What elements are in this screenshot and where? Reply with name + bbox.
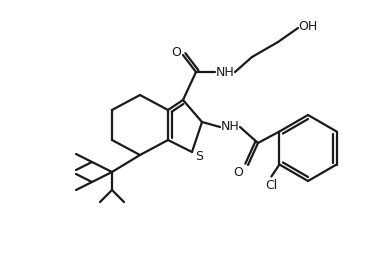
Text: NH: NH: [221, 121, 239, 133]
Text: NH: NH: [216, 66, 234, 78]
Text: OH: OH: [298, 20, 317, 32]
Text: S: S: [195, 151, 203, 163]
Text: Cl: Cl: [265, 179, 278, 192]
Text: O: O: [233, 166, 243, 179]
Text: O: O: [171, 45, 181, 59]
